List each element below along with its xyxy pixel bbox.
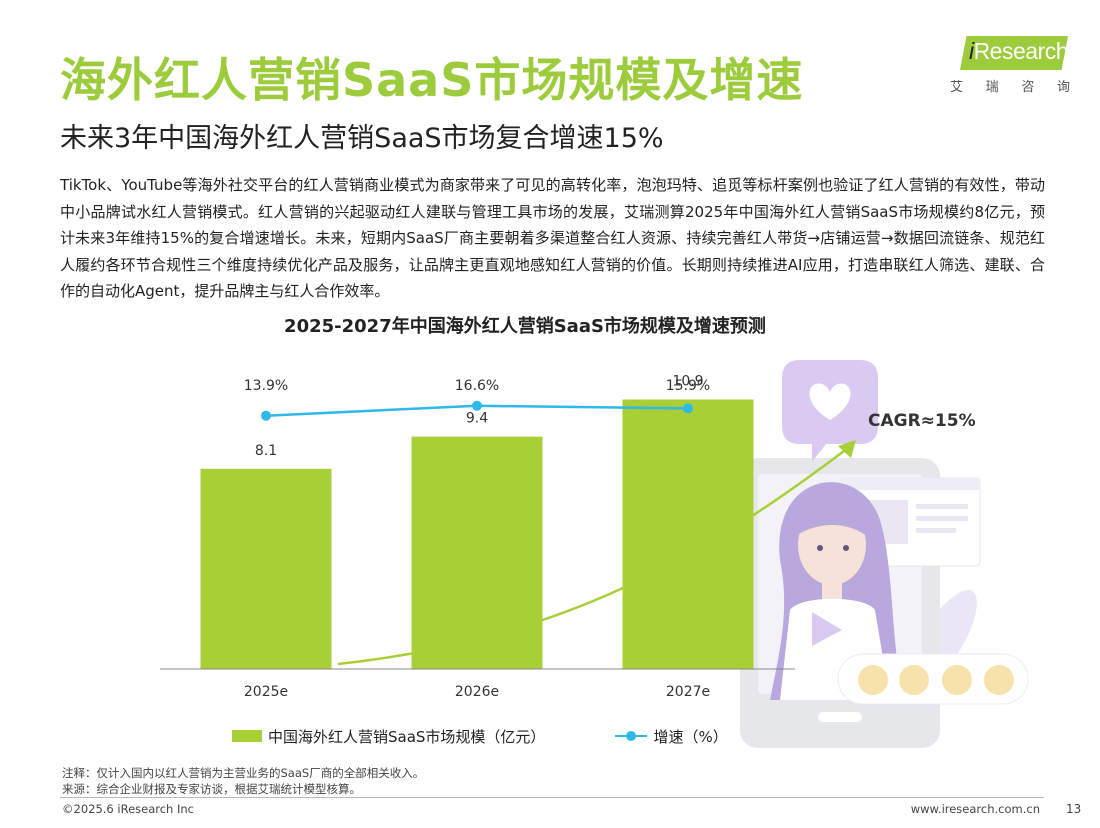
cagr-annotation: CAGR≈15% xyxy=(868,411,976,431)
page-subtitle: 未来3年中国海外红人营销SaaS市场复合增速15% xyxy=(60,123,664,154)
woman-avatar-icon xyxy=(770,482,905,700)
heart-speech-bubble-icon xyxy=(782,360,878,462)
logo-badge xyxy=(960,36,1068,70)
chart-title: 2025-2027年中国海外红人营销SaaS市场规模及增速预测 xyxy=(284,316,766,337)
bar-2026e xyxy=(411,436,543,669)
x-tick-label: 2025e xyxy=(244,684,288,700)
page-title: 海外红人营销SaaS市场规模及增速 xyxy=(60,53,804,107)
growth-value-label: 16.6% xyxy=(455,378,499,394)
legend-line-swatch xyxy=(615,731,648,741)
growth-point-2026e xyxy=(472,400,482,411)
bar-value-label: 8.1 xyxy=(255,443,277,459)
chart-legend: 中国海外红人营销SaaS市场规模（亿元） 增速（%） xyxy=(232,726,728,746)
body-paragraph: TikTok、YouTube等海外社交平台的红人营销商业模式为商家带来了可见的高… xyxy=(60,176,1045,300)
chart-notes: 注释：仅计入国内以红人营销为主营业务的SaaS厂商的全部相关收入。 来源：综合企… xyxy=(62,765,424,797)
bar-2027e xyxy=(622,399,754,669)
logo-wordmark: iResearch xyxy=(968,38,1069,64)
growth-point-2027e xyxy=(683,403,693,414)
phone-illustration xyxy=(698,360,1029,748)
x-tick-label: 2027e xyxy=(666,684,710,700)
growth-point-2025e xyxy=(261,410,271,421)
legend-bar-swatch xyxy=(232,730,262,742)
growth-arrow-head xyxy=(838,440,856,458)
bars-layer xyxy=(200,399,754,669)
growth-line-layer xyxy=(261,400,693,421)
iresearch-logo: iResearch 艾瑞咨询 xyxy=(944,36,1074,98)
bar-value-label: 9.4 xyxy=(466,411,488,427)
x-tick-label: 2026e xyxy=(455,684,499,700)
legend-label: 增速（%） xyxy=(653,727,728,746)
emoji-reaction-bar xyxy=(837,653,1029,705)
footer-copyright: ©2025.6 iResearch Inc xyxy=(62,802,194,816)
footer-website[interactable]: www.iresearch.com.cn xyxy=(910,802,1040,816)
growth-value-label: 15.9% xyxy=(666,378,710,394)
phone-home-button xyxy=(818,712,862,722)
legend-label: 中国海外红人营销SaaS市场规模（亿元） xyxy=(268,727,546,746)
page-number: 13 xyxy=(1066,802,1082,816)
footer-divider xyxy=(60,797,1044,798)
bar-2025e xyxy=(200,468,332,669)
logo-chinese-name: 艾瑞咨询 xyxy=(950,80,1070,95)
labels-layer: 8.1 2025e 9.4 2026e 10.9 2027e 13.9% 16.6% 15.9% xyxy=(244,374,710,700)
source-text: 来源：综合企业财报及专家访谈，根据艾瑞统计模型核算。 xyxy=(62,782,361,796)
legend-item-growth-rate: 增速（%） xyxy=(615,726,728,747)
note-text: 注释：仅计入国内以红人营销为主营业务的SaaS厂商的全部相关收入。 xyxy=(62,766,425,780)
legend-item-market-size: 中国海外红人营销SaaS市场规模（亿元） xyxy=(232,726,545,747)
growth-value-label: 13.9% xyxy=(244,378,288,394)
bar-value-label: 10.9 xyxy=(672,374,703,390)
